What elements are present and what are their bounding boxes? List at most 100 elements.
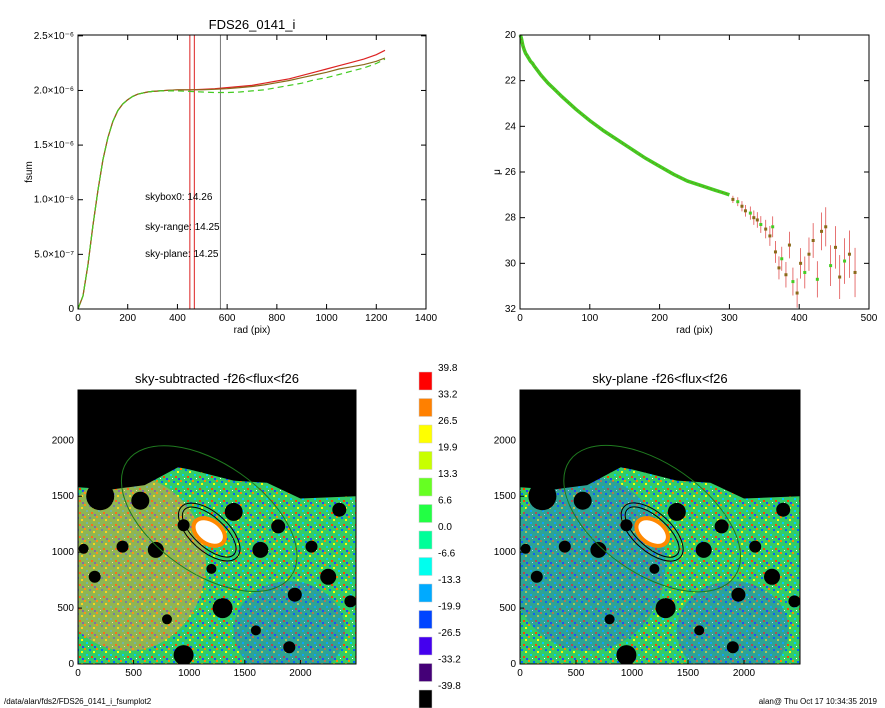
data-point bbox=[791, 280, 795, 284]
y-tick-label: 26 bbox=[505, 167, 517, 178]
colorbar-swatch-5 bbox=[418, 504, 433, 523]
y-tick-label: 1000 bbox=[494, 547, 517, 558]
x-tick-label: 500 bbox=[125, 668, 142, 679]
galaxy-core bbox=[638, 520, 666, 544]
star-mask-4 bbox=[252, 541, 269, 558]
sky-subtracted-image: 0 500 1000 1500 2000 0 500 1000 1500 2000 sky-subt… bbox=[52, 371, 357, 679]
star-mask-2 bbox=[147, 541, 164, 558]
series-line-2 bbox=[77, 58, 386, 310]
star-mask-0 bbox=[86, 482, 115, 511]
star-mask-11 bbox=[320, 568, 337, 585]
star-mask-1 bbox=[573, 491, 592, 510]
series-line-0 bbox=[77, 49, 386, 310]
gradient-region bbox=[78, 475, 206, 652]
data-point bbox=[768, 234, 772, 238]
colorbar-swatch-0 bbox=[418, 371, 433, 391]
data-point bbox=[811, 239, 815, 242]
data-point bbox=[853, 270, 857, 274]
star-mask-7 bbox=[558, 540, 571, 553]
plot-frame bbox=[77, 34, 427, 310]
data-point bbox=[755, 218, 759, 222]
star-mask-12 bbox=[616, 645, 637, 664]
y-tick-label: 1.5×10⁻⁶ bbox=[34, 140, 74, 151]
plot-frame bbox=[519, 34, 870, 310]
colorbar-swatch-2 bbox=[418, 424, 433, 444]
data-point bbox=[759, 223, 763, 227]
star-mask-19 bbox=[78, 543, 89, 554]
colorbar-swatch-11 bbox=[418, 663, 433, 682]
colorbar-swatch-8 bbox=[418, 583, 433, 603]
colorbar-swatch-7 bbox=[418, 557, 433, 576]
colorbar-label-12: -39.8 bbox=[438, 681, 461, 692]
y-tick-label: 24 bbox=[505, 121, 517, 132]
aperture-inner bbox=[624, 506, 680, 558]
image-content bbox=[520, 390, 800, 664]
data-point bbox=[740, 204, 744, 208]
data-point bbox=[773, 250, 777, 254]
image-frame bbox=[519, 389, 801, 665]
star-mask-8 bbox=[212, 598, 233, 619]
x-axis-label: rad (pix) bbox=[234, 325, 271, 336]
footer-timestamp: alan@ Thu Oct 17 10:34:35 2019 bbox=[758, 697, 877, 706]
y-tick-label: 30 bbox=[505, 258, 517, 269]
y-tick-label: 2.5×10⁻⁶ bbox=[34, 31, 74, 42]
y-tick-label: 2000 bbox=[52, 435, 75, 446]
colorbar-label-10: -26.5 bbox=[438, 628, 461, 639]
star-mask-16 bbox=[162, 614, 172, 625]
colorbar-swatch-4 bbox=[418, 477, 433, 497]
star-mask-0 bbox=[528, 482, 557, 511]
x-tick-label: 0 bbox=[517, 668, 523, 679]
y-tick-label: 2000 bbox=[494, 435, 517, 446]
gradient-region-2 bbox=[233, 581, 345, 664]
colorbar-label-0: 39.8 bbox=[438, 363, 458, 374]
aperture-inner bbox=[181, 506, 237, 558]
x-tick-label: 400 bbox=[169, 313, 186, 324]
data-point bbox=[803, 270, 807, 274]
star-mask-15 bbox=[344, 595, 356, 608]
colorbar-label-9: -19.9 bbox=[438, 602, 461, 613]
star-mask-18 bbox=[305, 540, 318, 553]
x-tick-label: 500 bbox=[861, 313, 878, 324]
image-title: sky-plane -f26<flux<f26 bbox=[592, 371, 727, 386]
masked-region bbox=[520, 390, 800, 499]
plot-title: FDS26_0141_i bbox=[209, 17, 296, 32]
fsum-plot: skybox0: 14.26 sky-range: 14.25 sky-plane:… bbox=[24, 17, 438, 336]
x-tick-label: 1000 bbox=[621, 668, 644, 679]
star-mask-9 bbox=[88, 570, 101, 583]
gradient-region-2 bbox=[676, 581, 789, 664]
star-mask-3 bbox=[224, 502, 243, 521]
y-tick-label: 0 bbox=[510, 659, 516, 670]
star-mask-19 bbox=[520, 543, 531, 554]
colorbar-label-5: 6.6 bbox=[438, 496, 452, 507]
x-tick-label: 0 bbox=[75, 668, 81, 679]
y-tick-label: 1500 bbox=[494, 491, 517, 502]
star-mask-17 bbox=[694, 625, 705, 636]
data-point bbox=[777, 266, 781, 270]
sky-ellipse bbox=[563, 444, 742, 593]
x-tick-label: 300 bbox=[721, 313, 738, 324]
colorbar-swatch-9 bbox=[418, 610, 433, 629]
galaxy-core bbox=[195, 520, 223, 544]
star-mask-7 bbox=[116, 540, 129, 553]
colorbar-swatch-12 bbox=[418, 689, 433, 708]
star-mask-20 bbox=[649, 563, 660, 574]
y-tick-label: 5.0×10⁻⁷ bbox=[34, 249, 74, 260]
star-mask-16 bbox=[604, 614, 615, 625]
data-point bbox=[847, 252, 851, 256]
y-axis-label: μ bbox=[492, 169, 503, 175]
star-mask-1 bbox=[131, 491, 150, 510]
colorbar-swatch-10 bbox=[418, 636, 433, 656]
image-title: sky-subtracted -f26<flux<f26 bbox=[135, 371, 299, 386]
x-tick-label: 0 bbox=[75, 313, 81, 324]
star-mask-8 bbox=[655, 598, 676, 619]
star-mask-14 bbox=[332, 502, 347, 517]
data-point bbox=[807, 252, 811, 256]
x-tick-label: 1000 bbox=[178, 668, 201, 679]
star-mask-10 bbox=[287, 587, 302, 602]
image-frame bbox=[77, 389, 357, 665]
data-point bbox=[824, 225, 828, 229]
colorbar-label-7: -6.6 bbox=[438, 549, 456, 560]
masked-region bbox=[78, 390, 356, 499]
colorbar-label-4: 13.3 bbox=[438, 469, 458, 480]
x-tick-label: 600 bbox=[219, 313, 236, 324]
